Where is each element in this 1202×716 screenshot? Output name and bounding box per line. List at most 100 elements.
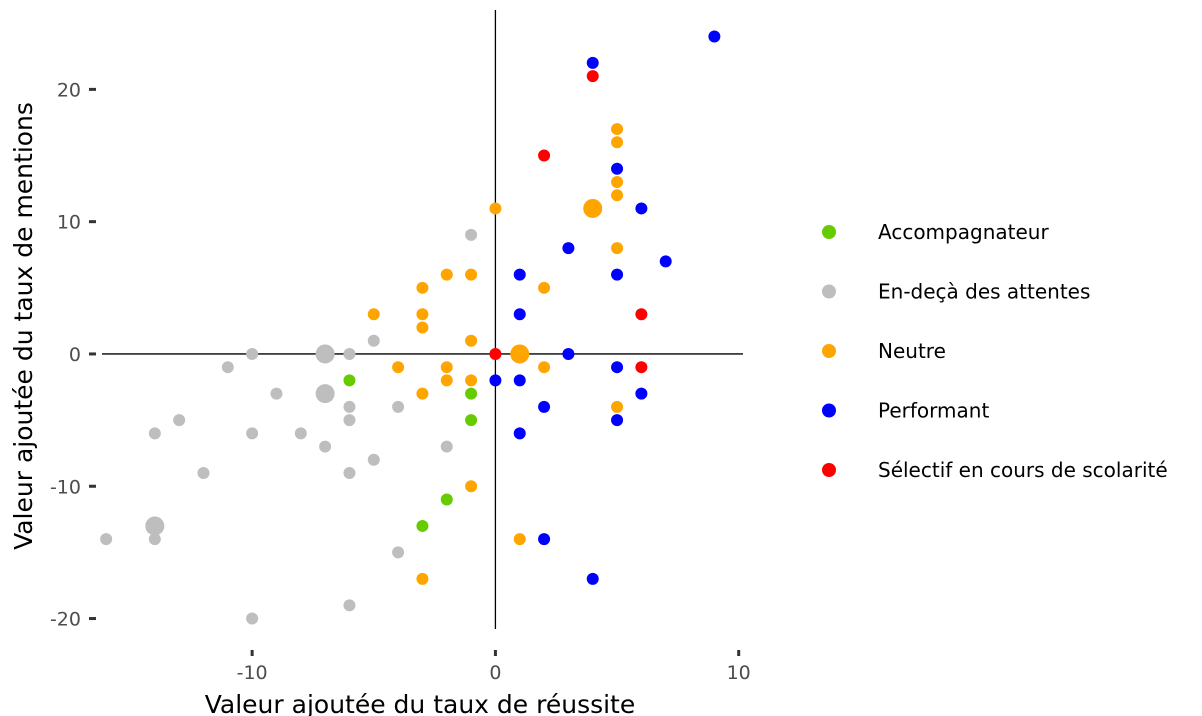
data-point: [586, 572, 599, 585]
data-point: [392, 400, 405, 413]
legend-marker: [822, 344, 836, 358]
data-point: [343, 400, 356, 413]
data-point: [315, 344, 335, 364]
data-point: [611, 136, 624, 149]
data-point: [611, 400, 624, 413]
data-point: [635, 387, 648, 400]
data-point: [611, 361, 624, 374]
data-point: [440, 268, 453, 281]
data-point: [586, 70, 599, 83]
data-point: [586, 56, 599, 69]
data-point: [416, 519, 429, 532]
data-point: [440, 361, 453, 374]
data-point: [315, 384, 335, 404]
data-point: [246, 612, 259, 625]
data-point: [465, 374, 478, 387]
data-point: [173, 414, 186, 427]
data-point: [465, 268, 478, 281]
data-point: [489, 202, 502, 215]
x-axis-title: Valeur ajoutée du taux de réussite: [205, 690, 636, 716]
data-point: [513, 374, 526, 387]
data-point: [392, 361, 405, 374]
data-point: [367, 308, 380, 321]
data-point: [294, 427, 307, 440]
data-point: [416, 308, 429, 321]
x-tick-label: -10: [237, 662, 268, 684]
data-point: [583, 198, 603, 218]
data-point: [416, 387, 429, 400]
data-point: [343, 374, 356, 387]
y-tick-label: 0: [69, 344, 81, 366]
legend-label: Accompagnateur: [878, 220, 1049, 244]
data-point: [562, 347, 575, 360]
data-point: [221, 361, 234, 374]
data-point: [246, 347, 259, 360]
data-point: [343, 467, 356, 480]
legend-marker: [822, 284, 836, 299]
data-point: [465, 414, 478, 427]
legend-label: Sélectif en cours de scolarité: [878, 458, 1168, 482]
y-tick-label: 10: [57, 212, 81, 234]
data-point: [611, 162, 624, 175]
data-point: [367, 453, 380, 466]
data-point: [611, 268, 624, 281]
data-point: [635, 202, 648, 215]
legend: Accompagnateur En-deçà des attentes Neutre…: [822, 220, 1168, 482]
data-point: [465, 334, 478, 347]
data-point: [440, 374, 453, 387]
y-axis: -20 -10 0 10 20: [50, 79, 96, 631]
data-point: [416, 572, 429, 585]
data-point: [440, 493, 453, 506]
data-point: [538, 361, 551, 374]
legend-marker: [822, 403, 836, 418]
data-point: [148, 427, 161, 440]
data-point: [465, 228, 478, 241]
data-point: [465, 480, 478, 493]
data-point: [392, 546, 405, 559]
data-point: [148, 533, 161, 546]
data-point: [513, 308, 526, 321]
y-tick-label: -10: [50, 476, 81, 498]
data-point: [489, 347, 502, 360]
data-point: [611, 189, 624, 202]
data-point: [246, 427, 259, 440]
data-point: [416, 321, 429, 334]
y-tick-label: 20: [57, 79, 81, 101]
legend-marker: [822, 225, 836, 239]
data-point: [343, 347, 356, 360]
data-points: [100, 30, 721, 625]
data-point: [440, 440, 453, 453]
reference-lines: [102, 10, 743, 629]
data-point: [611, 175, 624, 188]
data-point: [513, 268, 526, 281]
data-point: [538, 400, 551, 413]
data-point: [708, 30, 721, 43]
data-point: [611, 414, 624, 427]
data-point: [465, 387, 478, 400]
data-point: [100, 533, 113, 546]
data-point: [562, 242, 575, 255]
data-point: [416, 281, 429, 294]
data-point: [319, 440, 332, 453]
data-point: [489, 374, 502, 387]
data-point: [538, 149, 551, 162]
data-point: [635, 308, 648, 321]
x-tick-label: 10: [727, 662, 751, 684]
data-point: [611, 242, 624, 255]
data-point: [343, 599, 356, 612]
y-tick-label: -20: [50, 609, 81, 631]
data-point: [343, 414, 356, 427]
data-point: [513, 533, 526, 546]
data-point: [510, 344, 530, 364]
data-point: [145, 516, 165, 536]
data-point: [197, 467, 210, 480]
legend-marker: [822, 463, 836, 477]
y-axis-title: Valeur ajoutée du taux de mentions: [9, 102, 38, 550]
x-axis: -10 0 10: [237, 650, 751, 684]
x-tick-label: 0: [489, 662, 501, 684]
data-point: [513, 427, 526, 440]
data-point: [635, 361, 648, 374]
data-point: [538, 533, 551, 546]
data-point: [270, 387, 283, 400]
